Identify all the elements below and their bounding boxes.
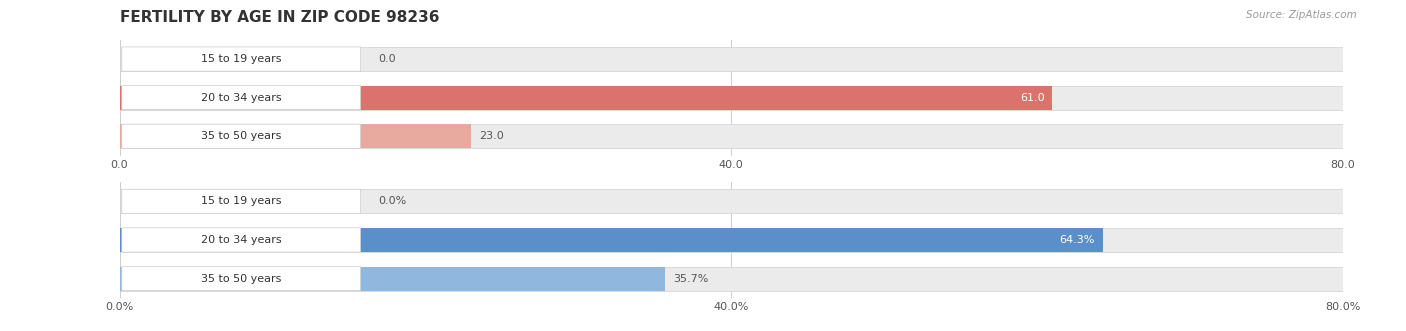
Text: 35 to 50 years: 35 to 50 years [201, 131, 281, 141]
FancyBboxPatch shape [122, 85, 360, 110]
Bar [120, 228, 1343, 252]
FancyBboxPatch shape [122, 266, 360, 291]
Bar [120, 189, 1343, 213]
Bar [120, 86, 1343, 110]
Text: 61.0: 61.0 [1019, 93, 1045, 103]
FancyBboxPatch shape [122, 124, 360, 148]
Text: 0.0%: 0.0% [378, 196, 406, 206]
Text: Source: ZipAtlas.com: Source: ZipAtlas.com [1246, 10, 1357, 20]
Text: 23.0: 23.0 [479, 131, 503, 141]
Text: FERTILITY BY AGE IN ZIP CODE 98236: FERTILITY BY AGE IN ZIP CODE 98236 [120, 10, 439, 25]
Text: 20 to 34 years: 20 to 34 years [201, 93, 281, 103]
Text: 15 to 19 years: 15 to 19 years [201, 54, 281, 64]
FancyBboxPatch shape [122, 47, 360, 71]
Text: 35.7%: 35.7% [673, 274, 709, 284]
Bar [120, 124, 471, 148]
Text: 20 to 34 years: 20 to 34 years [201, 235, 281, 245]
Bar [120, 228, 1102, 252]
Bar [120, 267, 1343, 291]
Text: 15 to 19 years: 15 to 19 years [201, 196, 281, 206]
FancyBboxPatch shape [122, 228, 360, 252]
Text: 64.3%: 64.3% [1060, 235, 1095, 245]
FancyBboxPatch shape [122, 189, 360, 213]
Bar [120, 124, 1343, 148]
Bar [120, 86, 1052, 110]
Bar [120, 47, 1343, 71]
Text: 0.0: 0.0 [378, 54, 395, 64]
Text: 35 to 50 years: 35 to 50 years [201, 274, 281, 284]
Bar [120, 267, 665, 291]
